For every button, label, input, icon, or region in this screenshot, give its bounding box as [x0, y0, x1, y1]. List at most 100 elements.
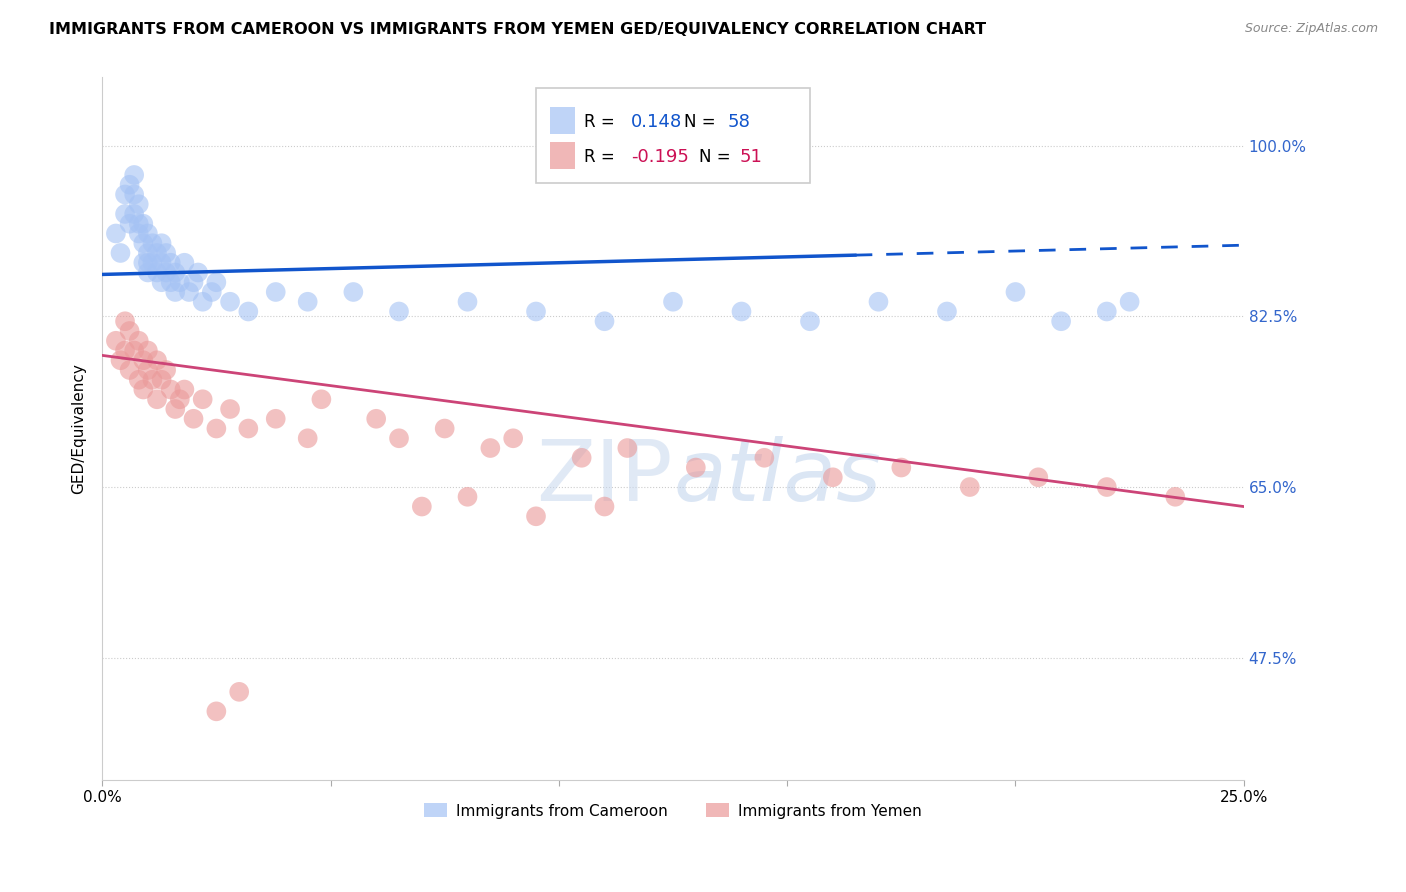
Point: [136, 227, 159, 241]
Point: [205, 704, 228, 718]
Point: [141, 236, 163, 251]
Point: [342, 285, 364, 299]
Point: [159, 256, 181, 270]
Point: [114, 187, 136, 202]
Point: [205, 421, 228, 435]
Point: [118, 324, 141, 338]
Point: [128, 197, 150, 211]
Point: [128, 217, 150, 231]
Text: ZIP: ZIP: [537, 436, 673, 519]
Point: [868, 294, 890, 309]
Point: [150, 236, 173, 251]
Point: [141, 373, 163, 387]
Point: [1118, 294, 1140, 309]
Text: 51: 51: [740, 148, 762, 166]
Point: [128, 373, 150, 387]
Point: [132, 353, 155, 368]
Point: [191, 294, 214, 309]
Point: [297, 294, 319, 309]
Point: [799, 314, 821, 328]
Point: [128, 334, 150, 348]
Point: [238, 421, 260, 435]
Point: [114, 314, 136, 328]
Point: [238, 304, 260, 318]
Point: [457, 490, 479, 504]
Point: [136, 265, 159, 279]
Point: [118, 363, 141, 377]
Point: [1004, 285, 1026, 299]
Point: [169, 392, 191, 407]
Point: [165, 285, 187, 299]
Point: [146, 246, 169, 260]
Point: [662, 294, 685, 309]
Point: [1095, 304, 1118, 318]
Y-axis label: GED/Equivalency: GED/Equivalency: [72, 363, 86, 494]
Point: [524, 509, 547, 524]
Text: N =: N =: [685, 112, 721, 130]
Point: [219, 294, 242, 309]
Point: [122, 207, 145, 221]
Point: [219, 402, 242, 417]
Text: -0.195: -0.195: [631, 148, 689, 166]
Text: Source: ZipAtlas.com: Source: ZipAtlas.com: [1244, 22, 1378, 36]
Text: R =: R =: [583, 112, 620, 130]
Point: [264, 285, 287, 299]
Point: [114, 207, 136, 221]
Point: [366, 411, 388, 425]
Point: [297, 431, 319, 445]
Point: [571, 450, 593, 465]
Point: [136, 363, 159, 377]
Point: [457, 294, 479, 309]
Point: [593, 314, 616, 328]
Point: [1026, 470, 1049, 484]
Point: [159, 383, 181, 397]
Point: [122, 343, 145, 358]
Point: [890, 460, 912, 475]
Point: [155, 363, 177, 377]
Point: [150, 275, 173, 289]
Point: [502, 431, 524, 445]
Point: [593, 500, 616, 514]
Point: [146, 265, 169, 279]
FancyBboxPatch shape: [550, 107, 575, 134]
Point: [155, 246, 177, 260]
Point: [118, 178, 141, 192]
Point: [104, 227, 127, 241]
Point: [122, 168, 145, 182]
Point: [114, 343, 136, 358]
Point: [136, 256, 159, 270]
Point: [187, 265, 209, 279]
Point: [173, 256, 195, 270]
Text: atlas: atlas: [673, 436, 882, 519]
Point: [128, 227, 150, 241]
Point: [201, 285, 224, 299]
Point: [155, 265, 177, 279]
Legend: Immigrants from Cameroon, Immigrants from Yemen: Immigrants from Cameroon, Immigrants fro…: [418, 797, 928, 824]
Point: [479, 441, 502, 455]
Point: [110, 353, 132, 368]
Point: [1050, 314, 1073, 328]
Point: [388, 431, 411, 445]
Point: [264, 411, 287, 425]
Point: [1095, 480, 1118, 494]
Point: [433, 421, 456, 435]
Point: [228, 685, 250, 699]
Point: [936, 304, 959, 318]
Point: [136, 246, 159, 260]
Text: 58: 58: [728, 112, 751, 130]
Point: [685, 460, 707, 475]
Point: [110, 246, 132, 260]
Point: [132, 236, 155, 251]
FancyBboxPatch shape: [550, 142, 575, 169]
Point: [411, 500, 433, 514]
Point: [524, 304, 547, 318]
Point: [183, 411, 205, 425]
Point: [169, 275, 191, 289]
Point: [104, 334, 127, 348]
Point: [754, 450, 776, 465]
Point: [159, 275, 181, 289]
Text: N =: N =: [699, 148, 737, 166]
Point: [821, 470, 844, 484]
Point: [959, 480, 981, 494]
Point: [132, 383, 155, 397]
